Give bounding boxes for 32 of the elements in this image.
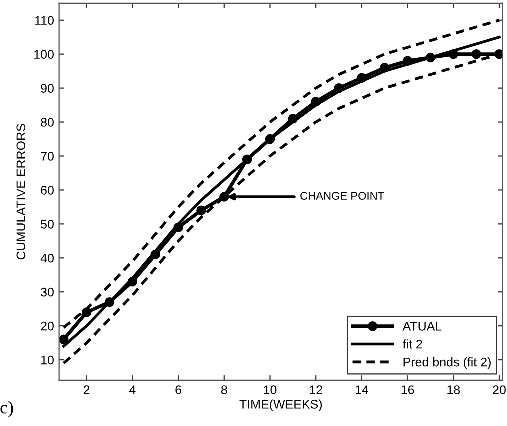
x-tick-label: 12 xyxy=(310,386,322,394)
point xyxy=(494,49,503,60)
x-axis-title: TIME(WEEKS) xyxy=(240,400,322,412)
x-tick-label: 2 xyxy=(84,386,90,394)
x-tick-label: 4 xyxy=(129,386,136,394)
x-tick-label: 16 xyxy=(402,386,414,394)
y-tick-label: 70 xyxy=(41,152,54,161)
x-tick-label: 14 xyxy=(356,386,369,394)
y-tick-label: 10 xyxy=(42,356,54,365)
text: c) xyxy=(0,401,14,418)
y-tick-label: 20 xyxy=(41,322,54,331)
y-tick-label: 30 xyxy=(41,288,54,297)
x-tick-label: 20 xyxy=(493,386,506,394)
y-axis-title: CUMULATIVE ERRORS xyxy=(16,124,26,260)
y-tick-label: 80 xyxy=(41,118,54,127)
annotation: CHANGE POINT xyxy=(300,192,384,200)
x-tick-label: 18 xyxy=(448,386,460,394)
y-tick-label: 60 xyxy=(41,186,54,195)
x-tick-label: 8 xyxy=(221,386,228,394)
legend-label: ATUAL xyxy=(402,322,442,331)
x-tick-label: 6 xyxy=(176,386,182,394)
y-tick-label: 40 xyxy=(40,254,54,263)
x-tick-label: 10 xyxy=(264,386,277,394)
point xyxy=(59,334,69,345)
y-tick-label: 50 xyxy=(41,220,54,229)
y-tick-label: 100 xyxy=(34,50,54,60)
y-tick-label: 110 xyxy=(35,16,54,26)
y-tick-label: 90 xyxy=(41,84,54,93)
legend-label: fit 2 xyxy=(402,340,422,349)
legend-label: Pred bnds (fit 2) xyxy=(404,358,491,370)
point xyxy=(472,49,482,60)
point xyxy=(196,206,206,216)
